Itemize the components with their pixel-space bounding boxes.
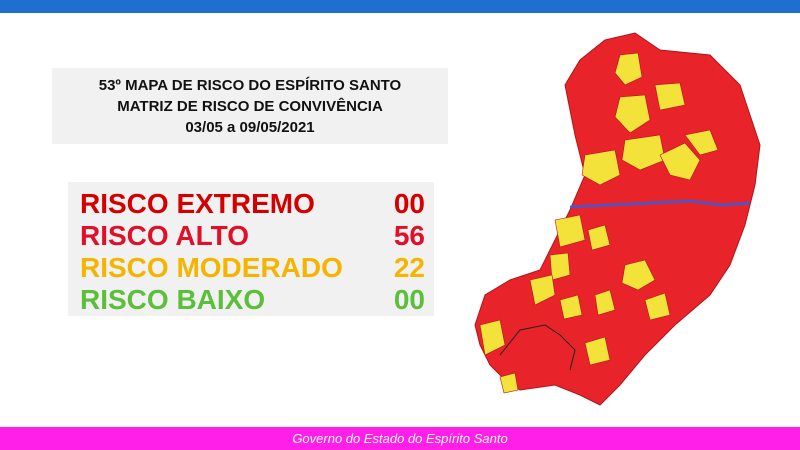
footer-bar: Governo do Estado do Espírito Santo xyxy=(0,427,800,450)
risk-row: RISCO ALTO 56 xyxy=(80,220,425,252)
risk-row: RISCO MODERADO 22 xyxy=(80,252,425,284)
risk-count: 00 xyxy=(393,284,425,315)
top-bar xyxy=(0,0,800,13)
risk-label: RISCO MODERADO xyxy=(80,252,343,283)
map xyxy=(474,32,761,406)
risk-row: RISCO EXTREMO 00 xyxy=(80,188,425,220)
risk-row: RISCO BAIXO 00 xyxy=(80,284,425,316)
risk-count: 00 xyxy=(393,188,425,219)
title-box: 53º MAPA DE RISCO DO ESPÍRITO SANTO MATR… xyxy=(52,68,448,144)
risk-count: 22 xyxy=(393,252,425,283)
moderate-areas xyxy=(479,52,719,394)
title-line: 03/05 a 09/05/2021 xyxy=(185,118,315,136)
risk-label: RISCO EXTREMO xyxy=(80,188,315,219)
footer-text: Governo do Estado do Espírito Santo xyxy=(292,431,508,446)
title-line: MATRIZ DE RISCO DE CONVIVÊNCIA xyxy=(117,97,383,115)
risk-label: RISCO BAIXO xyxy=(80,284,266,315)
river xyxy=(569,199,751,209)
risk-count: 56 xyxy=(393,220,425,251)
state-shape xyxy=(474,32,761,406)
region-border xyxy=(499,324,576,371)
risk-table: RISCO EXTREMO 00 RISCO ALTO 56 RISCO MODERAD… xyxy=(68,182,434,316)
risk-label: RISCO ALTO xyxy=(80,220,250,251)
title-line: 53º MAPA DE RISCO DO ESPÍRITO SANTO xyxy=(98,76,402,94)
